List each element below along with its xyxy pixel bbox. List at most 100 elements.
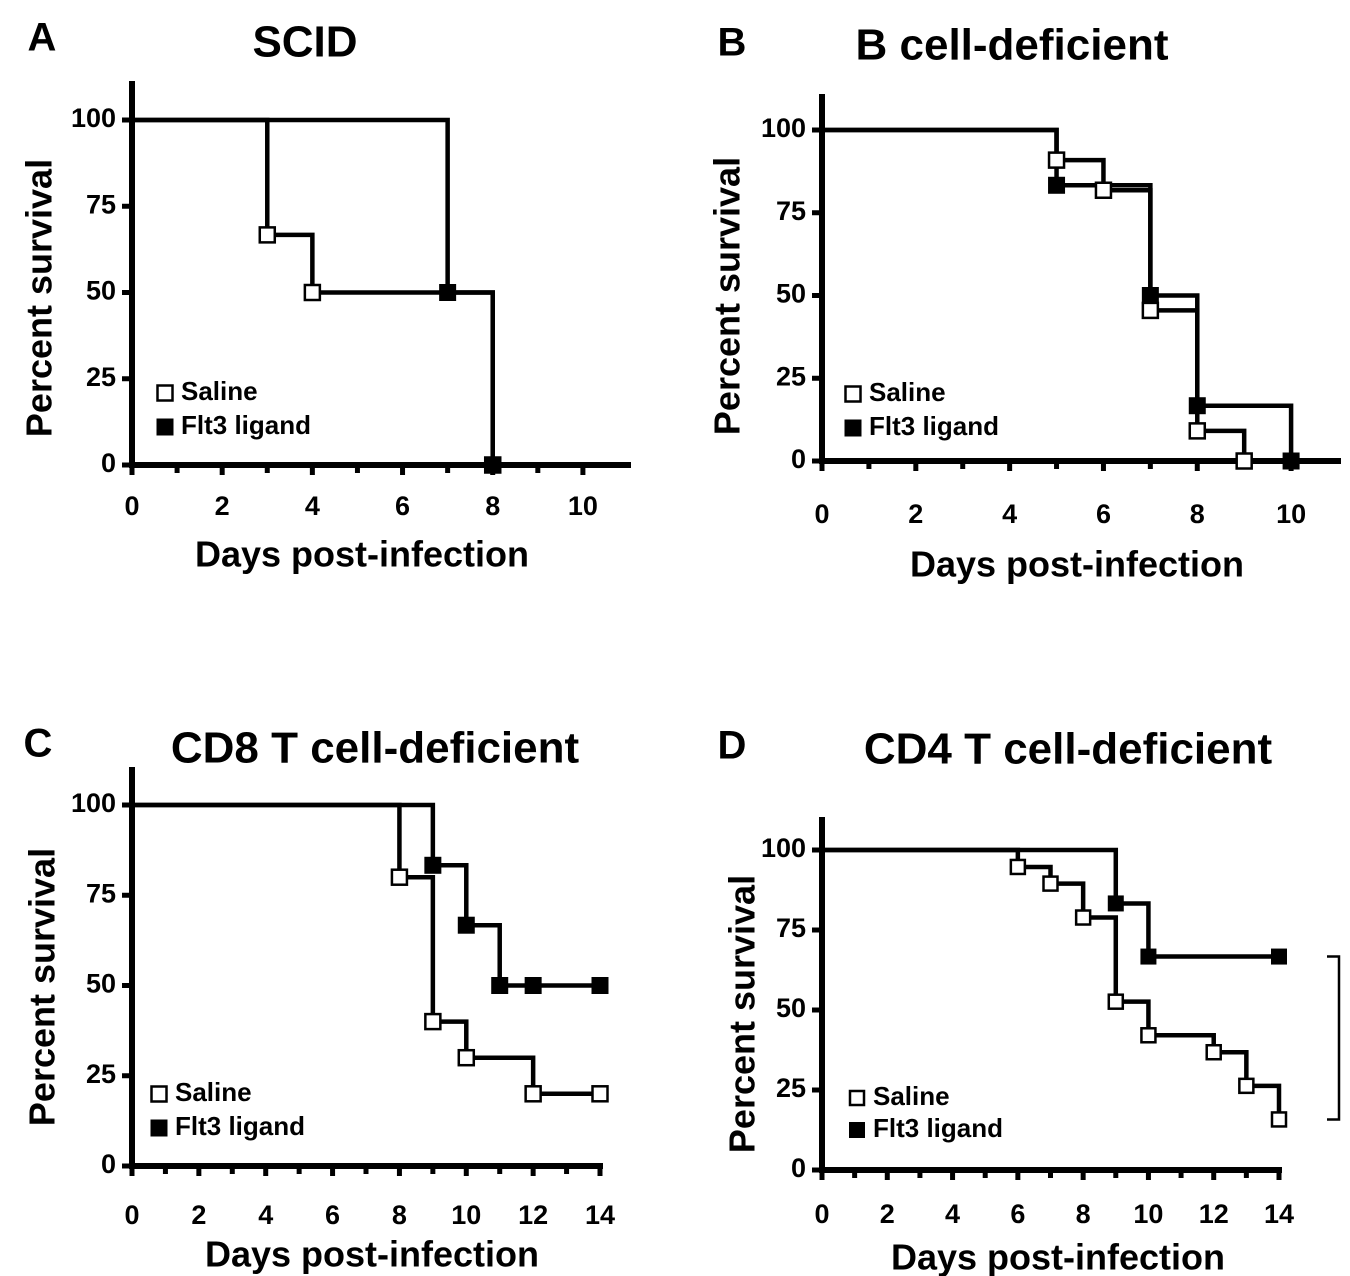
legend-label: Flt3 ligand xyxy=(873,1113,1003,1143)
data-point-saline xyxy=(1235,452,1253,470)
x-tick-label: 2 xyxy=(908,499,923,529)
y-tick-label: 25 xyxy=(86,362,116,392)
data-point-flt3-ligand xyxy=(439,284,457,301)
panel-d: D CD4 T cell-deficient 0 25 50 75 100 0 2 4 6 8 10 12… xyxy=(718,724,1341,1276)
data-point-flt3-ligand xyxy=(1140,948,1157,965)
x-tick-label: 10 xyxy=(1276,499,1306,529)
y-tick-label: 100 xyxy=(761,833,806,863)
data-point-saline xyxy=(303,283,322,302)
x-tick-label: 14 xyxy=(585,1200,615,1230)
y-tick-label: 25 xyxy=(86,1059,116,1089)
x-tick-label: 2 xyxy=(880,1199,895,1229)
data-point-flt3-ligand xyxy=(457,916,475,934)
data-point-flt3-ligand xyxy=(1107,895,1124,912)
y-axis-label: Percent survival xyxy=(722,875,763,1153)
y-tick-label: 0 xyxy=(101,448,116,478)
x-tick-label: 0 xyxy=(814,499,829,529)
data-point-saline xyxy=(1140,1027,1157,1044)
x-tick-label: 4 xyxy=(258,1200,273,1230)
y-tick-label: 50 xyxy=(776,279,806,309)
y-tick-label: 100 xyxy=(71,103,116,133)
y-tick-label: 0 xyxy=(791,444,806,474)
legend-marker xyxy=(844,419,862,437)
x-tick-label: 0 xyxy=(124,491,139,521)
x-tick-label: 6 xyxy=(395,491,410,521)
data-point-saline xyxy=(1009,858,1027,876)
data-point-saline xyxy=(524,1085,542,1103)
x-tick-label: 2 xyxy=(191,1200,206,1230)
data-point-saline xyxy=(1141,301,1160,320)
y-tick-label: 75 xyxy=(776,196,806,226)
y-tick-label: 0 xyxy=(791,1153,806,1183)
data-point-saline xyxy=(390,868,409,886)
data-point-saline xyxy=(258,226,277,244)
chart-title: SCID xyxy=(252,18,357,67)
legend-label: Saline xyxy=(873,1081,950,1111)
x-tick-label: 2 xyxy=(215,491,230,521)
x-tick-label: 6 xyxy=(1010,1199,1025,1229)
x-tick-label: 0 xyxy=(814,1199,829,1229)
panel-c: C CD8 T cell-deficient 0 25 50 75 100 0 2 4 6 8 10 12… xyxy=(22,722,616,1275)
data-point-saline xyxy=(1074,909,1092,926)
data-point-flt3-ligand xyxy=(424,856,442,874)
y-tick-label: 100 xyxy=(761,113,806,143)
y-tick-label: 75 xyxy=(86,189,116,219)
panel-letter: C xyxy=(24,722,53,766)
x-tick-label: 8 xyxy=(1076,1199,1091,1229)
x-axis-label: Days post-infection xyxy=(891,1237,1225,1276)
data-point-saline xyxy=(1042,875,1059,892)
x-tick-label: 6 xyxy=(1096,499,1111,529)
legend-marker xyxy=(156,384,174,402)
legend-marker xyxy=(849,1122,865,1138)
panel-letter: B xyxy=(718,21,747,65)
y-tick-label: 25 xyxy=(776,1073,806,1103)
data-point-saline xyxy=(457,1048,476,1067)
data-point-flt3-ligand xyxy=(524,977,542,994)
x-tick-label: 6 xyxy=(325,1200,340,1230)
data-point-saline xyxy=(1205,1043,1222,1061)
x-tick-label: 4 xyxy=(305,491,320,521)
panel-b: B B cell-deficient 0 25 50 75 100 0 2 4 6 8 10 Days p… xyxy=(707,21,1341,585)
legend-label: Saline xyxy=(181,376,258,406)
data-point-flt3-ligand xyxy=(591,977,609,994)
data-point-flt3-ligand xyxy=(1271,948,1287,965)
data-point-flt3-ligand xyxy=(1048,176,1066,194)
data-point-saline xyxy=(1270,1111,1288,1128)
x-axis-label: Days post-infection xyxy=(205,1234,539,1275)
data-point-flt3-ligand xyxy=(1282,452,1300,470)
series-line-flt3-ligand xyxy=(132,802,600,988)
y-tick-label: 75 xyxy=(776,913,806,943)
data-point-saline xyxy=(424,1012,442,1031)
panel-a: A SCID 0 25 50 75 100 0 2 4 6 8 10 Days post-infectio… xyxy=(19,16,631,575)
data-point-saline xyxy=(1188,422,1207,440)
x-tick-label: 10 xyxy=(451,1200,481,1230)
y-tick-label: 50 xyxy=(776,993,806,1023)
data-point-saline xyxy=(1238,1077,1255,1095)
x-tick-label: 12 xyxy=(1199,1199,1229,1229)
y-tick-label: 50 xyxy=(86,276,116,306)
x-tick-label: 0 xyxy=(124,1200,139,1230)
x-axis-label: Days post-infection xyxy=(195,534,529,575)
chart-title: B cell-deficient xyxy=(856,21,1169,70)
x-tick-label: 4 xyxy=(945,1199,960,1229)
x-tick-label: 4 xyxy=(1002,499,1017,529)
legend-marker xyxy=(150,1119,168,1137)
panel-letter: D xyxy=(718,724,747,768)
x-tick-label: 12 xyxy=(518,1200,548,1230)
legend-label: Flt3 ligand xyxy=(181,410,311,440)
y-tick-label: 75 xyxy=(86,878,116,908)
significance-bracket xyxy=(1327,955,1341,1121)
y-axis-label: Percent survival xyxy=(19,159,60,437)
x-tick-label: 10 xyxy=(568,491,598,521)
y-axis-label: Percent survival xyxy=(22,848,63,1126)
x-tick-label: 14 xyxy=(1264,1199,1294,1229)
legend-marker xyxy=(156,418,174,436)
legend-label: Flt3 ligand xyxy=(869,411,999,441)
data-point-flt3-ligand xyxy=(1141,287,1159,304)
data-point-saline xyxy=(1047,151,1066,169)
x-axis-label: Days post-infection xyxy=(910,544,1244,585)
series-line-flt3-ligand xyxy=(822,847,1279,959)
legend-label: Flt3 ligand xyxy=(175,1111,305,1141)
data-point-flt3-ligand xyxy=(1188,397,1206,415)
x-tick-label: 8 xyxy=(392,1200,407,1230)
